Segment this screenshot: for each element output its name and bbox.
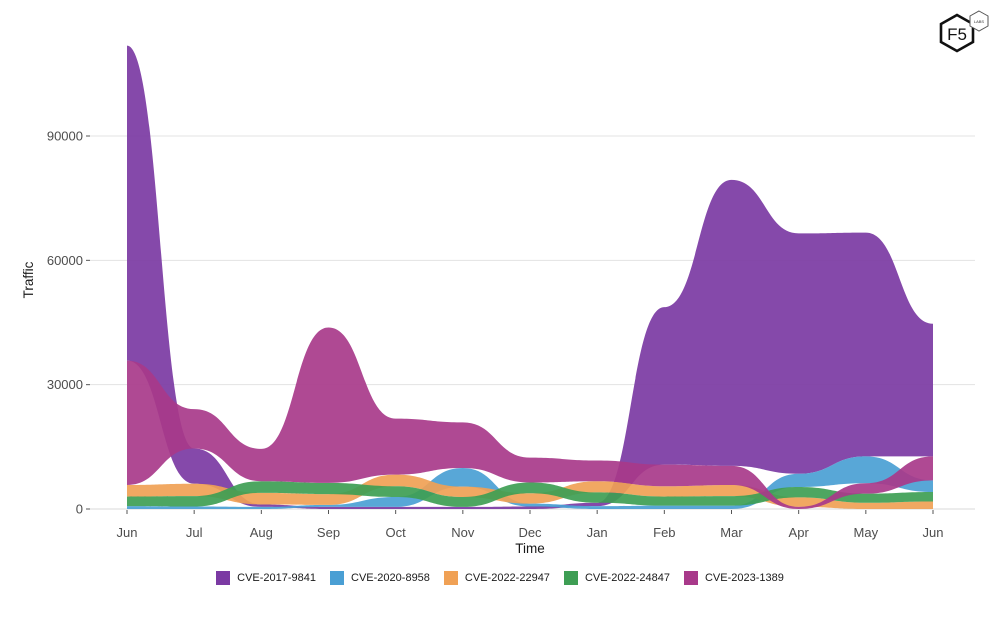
legend-label: CVE-2017-9841 [237, 572, 317, 584]
legend-swatch [683, 571, 698, 585]
y-tick-label: 30000 [47, 377, 83, 392]
x-axis-title: Time [515, 541, 545, 556]
x-tick-label: Feb [653, 525, 675, 540]
legend: CVE-2017-9841 CVE-2020-8958 CVE-2022-229… [0, 571, 1000, 585]
legend-swatch [216, 571, 231, 585]
legend-item[interactable]: CVE-2022-24847 [563, 571, 670, 585]
x-tick-label: Jun [117, 525, 138, 540]
y-tick-label: 90000 [47, 129, 83, 144]
legend-item[interactable]: CVE-2020-8958 [330, 571, 430, 585]
area-cve-2022-22947 [127, 474, 933, 509]
x-axis: Jun Jul Aug Sep Oct Nov Dec Jan Feb Mar Apr May Jun [117, 510, 944, 540]
logo-text: F5 [947, 25, 967, 44]
x-tick-label: Mar [720, 525, 743, 540]
legend-item[interactable]: CVE-2022-22947 [443, 571, 550, 585]
legend-swatch [330, 571, 345, 585]
x-tick-label: Apr [789, 525, 810, 540]
legend-item[interactable]: CVE-2023-1389 [683, 571, 784, 585]
area-series [127, 45, 933, 509]
f5-labs-logo: F5 LABS [936, 10, 994, 56]
y-axis-title: Traffic [21, 261, 36, 298]
x-tick-label: Jul [186, 525, 203, 540]
legend-label: CVE-2022-24847 [584, 572, 670, 584]
badge-hexagon-icon [969, 10, 989, 32]
y-axis: 0 30000 60000 90000 [47, 129, 90, 517]
logo-badge-text: LABS [974, 19, 985, 24]
legend-item[interactable]: CVE-2017-9841 [216, 571, 316, 585]
legend-label: CVE-2023-1389 [704, 572, 784, 584]
y-tick-label: 60000 [47, 253, 83, 268]
area-cve-2017-9841 [127, 45, 933, 509]
legend-swatch [563, 571, 578, 585]
x-tick-label: Jun [923, 525, 944, 540]
x-tick-label: Jan [587, 525, 608, 540]
x-tick-label: Dec [518, 525, 542, 540]
legend-swatch [443, 571, 458, 585]
area-cve-2023-1389 [127, 327, 933, 509]
x-tick-label: Sep [317, 525, 340, 540]
x-tick-label: Nov [451, 525, 475, 540]
x-tick-label: Oct [386, 525, 407, 540]
legend-label: CVE-2022-22947 [464, 572, 550, 584]
legend-label: CVE-2020-8958 [351, 572, 430, 584]
area-cve-2022-24847 [127, 481, 933, 507]
y-tick-label: 0 [76, 502, 83, 517]
area-cve-2020-8958 [127, 456, 933, 509]
x-tick-label: May [854, 525, 879, 540]
x-tick-label: Aug [250, 525, 273, 540]
